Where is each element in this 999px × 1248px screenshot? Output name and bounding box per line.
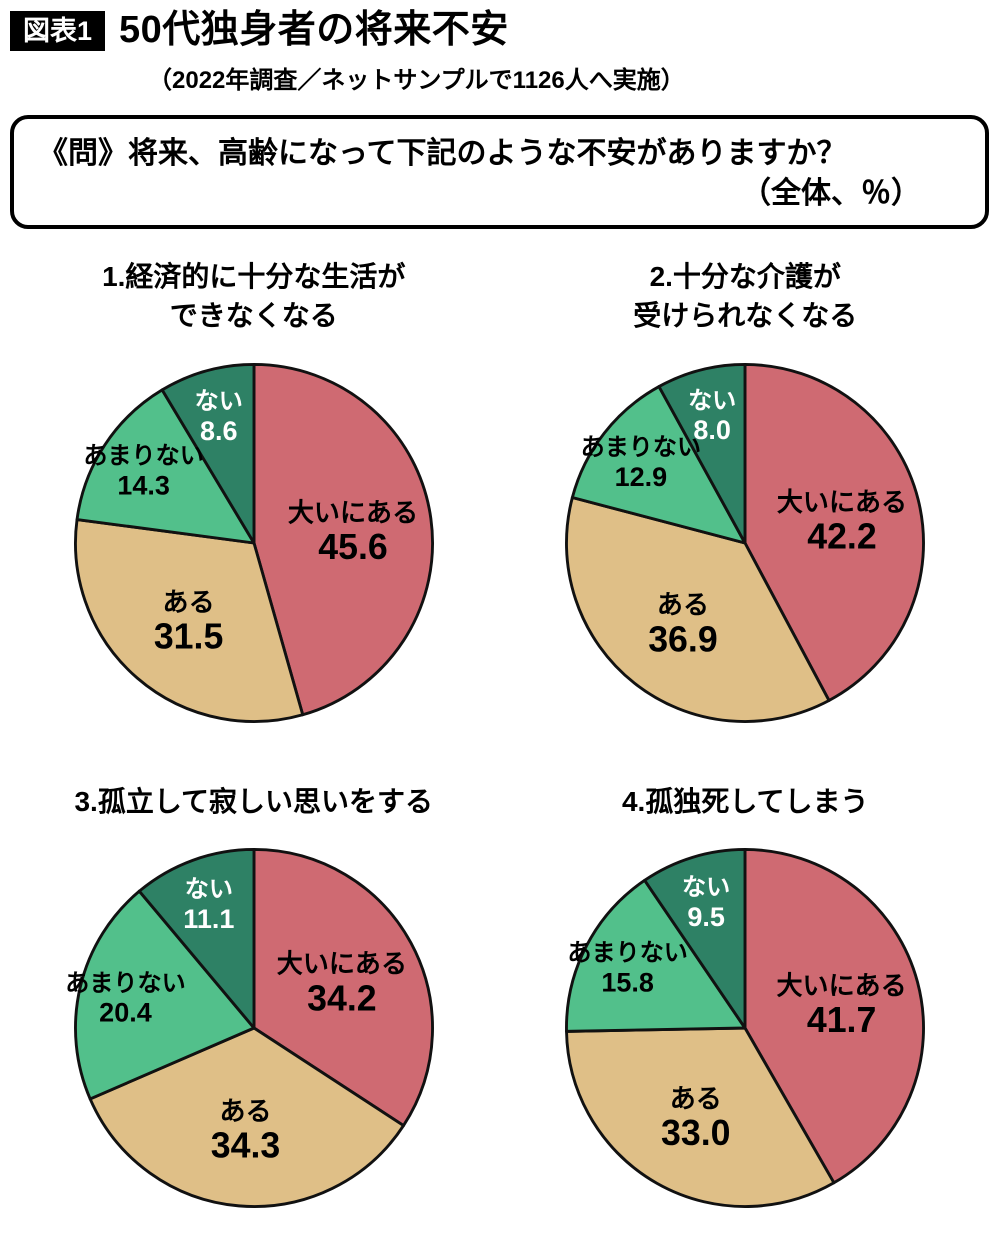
slice-label: ある xyxy=(657,589,709,619)
figure-title: 50代独身者の将来不安 xyxy=(119,9,509,51)
chart-title-line: 受けられなくなる xyxy=(633,300,858,332)
chart-cell-3: 3.孤立して寂しい思いをする 大いにある 34.2 ある 34.3 あまりない 20.4 な… xyxy=(8,782,500,1221)
pie-slice xyxy=(565,1026,836,1208)
slice-value: 31.5 xyxy=(154,616,223,656)
slice-label: 大いにある xyxy=(777,970,907,1000)
slice-value: 36.9 xyxy=(648,619,717,659)
pie-slice xyxy=(643,847,747,1030)
slice-value: 42.2 xyxy=(807,516,876,556)
pie-slice xyxy=(160,362,256,545)
figure-tag: 図表1 xyxy=(10,10,106,51)
chart-cell-4: 4.孤独死してしまう 大いにある 41.7 ある 33.0 あまりない 15.8 ない 9.5 xyxy=(500,782,992,1221)
chart-title-line: 1.経済的に十分な生活が xyxy=(102,261,406,293)
chart-title-4: 4.孤独死してしまう xyxy=(622,782,869,821)
chart-title-line: 4.孤独死してしまう xyxy=(621,785,869,817)
chart-title-line: 3.孤立して寂しい思いをする xyxy=(74,785,433,817)
pie-slice xyxy=(743,362,926,702)
slice-label: 大いにある xyxy=(288,497,418,527)
pie-slice xyxy=(252,362,434,716)
pie-slice xyxy=(73,889,256,1101)
pie-slice xyxy=(565,878,747,1033)
slice-label: あまりない xyxy=(65,970,186,997)
charts-grid: 1.経済的に十分な生活が できなくなる 大いにある 45.6 ある 31.5 あまりない… xyxy=(8,257,991,1221)
chart-cell-1: 1.経済的に十分な生活が できなくなる 大いにある 45.6 ある 31.5 あまりない… xyxy=(8,257,500,735)
pie-slice xyxy=(565,495,831,723)
pie-slice xyxy=(137,847,256,1030)
slice-label: 大いにある xyxy=(777,487,907,517)
pie-slice xyxy=(75,388,256,545)
slice-label: 大いにある xyxy=(277,949,407,979)
slice-label: ない xyxy=(194,388,242,415)
slice-label: ある xyxy=(162,587,214,617)
slice-value: 11.1 xyxy=(183,904,234,934)
slice-label: ない xyxy=(184,876,232,903)
slice-value: 8.0 xyxy=(694,415,732,445)
slice-value: 41.7 xyxy=(807,1000,876,1040)
chart-title-3: 3.孤立して寂しい思いをする xyxy=(74,782,433,821)
pie-slice xyxy=(73,517,304,723)
chart-title-line: 2.十分な介護が xyxy=(649,261,841,293)
slice-label: あまりない xyxy=(83,442,204,469)
slice-label: ある xyxy=(670,1083,722,1113)
question-unit: （全体、％） xyxy=(741,177,921,211)
figure-subtitle: （2022年調査／ネットサンプルで1126人へ実施） xyxy=(148,66,685,94)
slice-label: あまりない xyxy=(568,939,689,966)
slice-label: ある xyxy=(219,1096,271,1126)
slice-value: 9.5 xyxy=(688,902,726,932)
slice-value: 33.0 xyxy=(661,1113,730,1153)
figure-header: 図表1 50代独身者の将来不安 xyxy=(8,9,991,52)
slice-value: 12.9 xyxy=(615,462,668,492)
slice-value: 8.6 xyxy=(200,416,238,446)
slice-value: 20.4 xyxy=(99,998,152,1028)
chart-title-line: できなくなる xyxy=(169,300,338,332)
pie-slice xyxy=(657,362,747,545)
slice-value: 15.8 xyxy=(602,967,655,997)
chart-title-2: 2.十分な介護が 受けられなくなる xyxy=(633,257,857,335)
chart-title-1: 1.経済的に十分な生活が できなくなる xyxy=(102,257,405,335)
slice-label: あまりない xyxy=(581,434,702,461)
question-box: 《問》将来、高齢になって下記のような不安がありますか？ （全体、％） xyxy=(10,114,989,230)
slice-value: 34.2 xyxy=(307,978,376,1018)
pie-slice xyxy=(571,384,747,545)
slice-value: 34.3 xyxy=(211,1125,280,1165)
slice-label: ない xyxy=(688,387,736,414)
pie-slice xyxy=(88,1026,405,1208)
pie-slice xyxy=(743,847,926,1185)
slice-value: 14.3 xyxy=(117,470,170,500)
question-text: 《問》将来、高齢になって下記のような不安がありますか？ xyxy=(38,136,847,170)
chart-cell-2: 2.十分な介護が 受けられなくなる 大いにある 42.2 ある 36.9 あまりない 12… xyxy=(500,257,992,735)
slice-value: 45.6 xyxy=(318,527,387,567)
slice-label: ない xyxy=(682,874,730,901)
